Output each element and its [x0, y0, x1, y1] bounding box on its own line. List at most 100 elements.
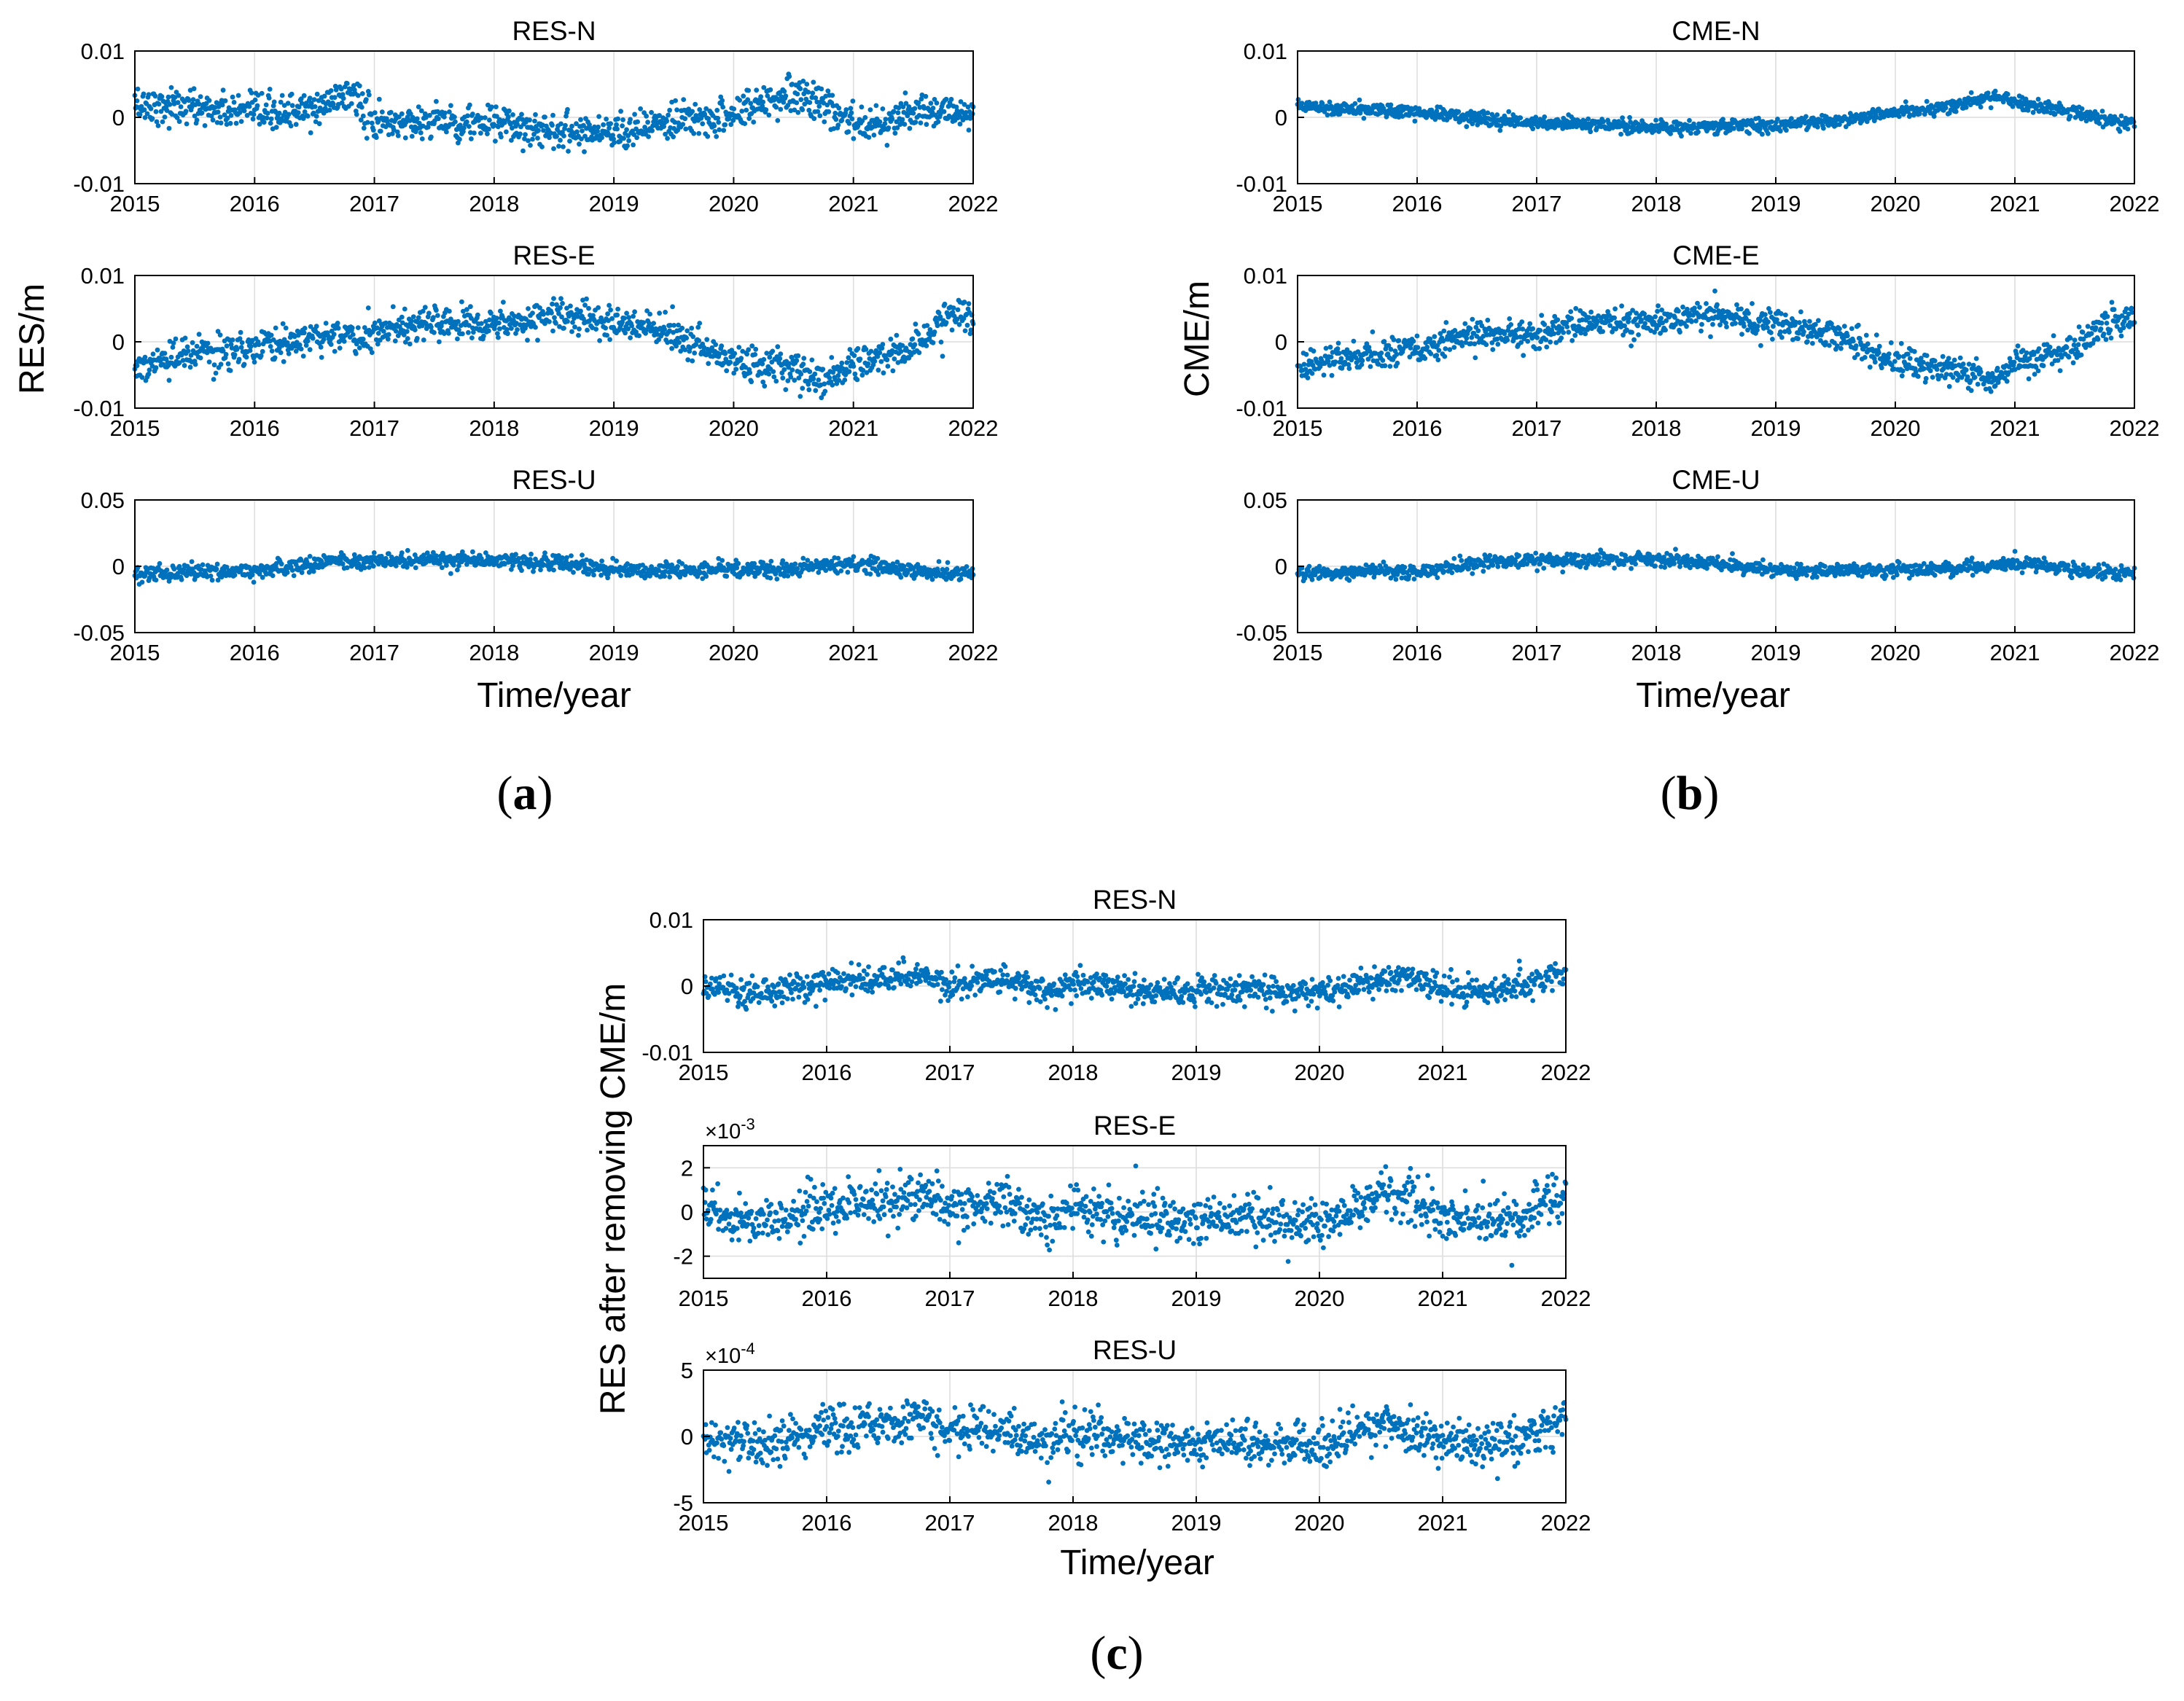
data-point — [238, 345, 244, 350]
x-tick-label: 2019 — [1751, 191, 1801, 216]
data-point — [819, 86, 824, 92]
data-point — [440, 565, 445, 571]
data-point — [2035, 96, 2041, 102]
data-point — [529, 551, 534, 557]
data-point — [612, 140, 617, 146]
data-point — [407, 118, 413, 123]
data-point — [1321, 372, 1327, 378]
data-point — [179, 576, 184, 582]
data-point — [494, 104, 499, 110]
data-point — [370, 128, 376, 133]
data-point — [957, 121, 963, 127]
data-point — [447, 308, 452, 314]
data-point — [800, 555, 806, 561]
data-point — [1325, 112, 1330, 118]
data-point — [373, 135, 379, 141]
data-point — [137, 112, 143, 117]
data-point — [469, 335, 475, 340]
data-point — [833, 117, 839, 122]
data-point — [713, 342, 719, 348]
data-point — [1360, 358, 1365, 364]
data-point — [468, 304, 473, 310]
data-point — [719, 98, 725, 103]
data-point — [196, 332, 202, 337]
data-point — [475, 312, 480, 318]
data-point — [945, 560, 951, 566]
data-point — [359, 91, 365, 96]
data-point — [682, 116, 688, 122]
data-point — [1687, 117, 1692, 123]
data-point — [558, 121, 563, 127]
data-point — [1803, 114, 1809, 120]
data-point — [319, 355, 324, 360]
data-point — [288, 123, 294, 129]
data-point — [1789, 116, 1794, 122]
data-point — [459, 299, 464, 305]
data-point — [1412, 118, 1418, 124]
data-point — [635, 119, 640, 125]
data-point — [217, 332, 223, 337]
data-point — [741, 93, 746, 99]
subplot-title: RES-E — [512, 241, 595, 270]
data-point — [892, 356, 897, 361]
data-point — [460, 331, 465, 337]
data-point — [167, 101, 173, 107]
data-point — [360, 113, 366, 119]
data-point — [877, 350, 883, 356]
data-point — [692, 351, 698, 356]
data-point — [258, 353, 264, 359]
data-point — [393, 329, 399, 334]
data-point — [943, 96, 949, 102]
data-point — [2005, 91, 2011, 97]
data-point — [875, 367, 881, 373]
panel-label-a-letter: a — [513, 767, 537, 820]
data-point — [279, 93, 285, 98]
data-point — [580, 552, 585, 558]
data-point — [884, 143, 890, 148]
data-point — [260, 114, 266, 120]
data-point — [877, 119, 883, 125]
data-point — [873, 103, 879, 109]
data-point — [669, 345, 674, 351]
data-point — [778, 106, 784, 112]
data-point — [866, 135, 872, 140]
data-point — [2097, 121, 2102, 126]
data-point — [1896, 114, 1902, 120]
data-point — [900, 117, 905, 122]
data-point — [255, 93, 261, 98]
data-point — [225, 361, 231, 367]
data-point — [593, 326, 598, 332]
ylabel-a: RES/m — [13, 284, 52, 394]
data-point — [251, 359, 257, 365]
data-point — [199, 110, 205, 116]
data-point — [496, 320, 502, 326]
data-point — [1391, 337, 1397, 343]
data-point — [208, 113, 214, 119]
data-point — [394, 129, 400, 135]
data-point — [1978, 104, 1984, 110]
data-point — [829, 355, 835, 360]
data-point — [335, 326, 341, 331]
data-point — [344, 565, 350, 571]
data-point — [962, 300, 967, 305]
data-point — [886, 125, 892, 130]
data-point — [696, 338, 702, 343]
data-point — [851, 554, 857, 560]
data-point — [773, 104, 779, 110]
data-point — [497, 326, 502, 332]
data-point — [605, 311, 610, 317]
data-point — [815, 109, 821, 114]
data-point — [881, 370, 886, 376]
data-point — [935, 323, 940, 329]
data-point — [585, 327, 590, 333]
data-point — [448, 103, 453, 109]
data-point — [467, 124, 472, 129]
data-point — [211, 377, 217, 382]
data-point — [2117, 128, 2123, 134]
data-point — [1530, 126, 1536, 132]
data-point — [206, 359, 212, 364]
data-point — [187, 364, 193, 370]
data-point — [883, 117, 889, 122]
data-point — [749, 379, 754, 385]
data-point — [855, 345, 861, 351]
